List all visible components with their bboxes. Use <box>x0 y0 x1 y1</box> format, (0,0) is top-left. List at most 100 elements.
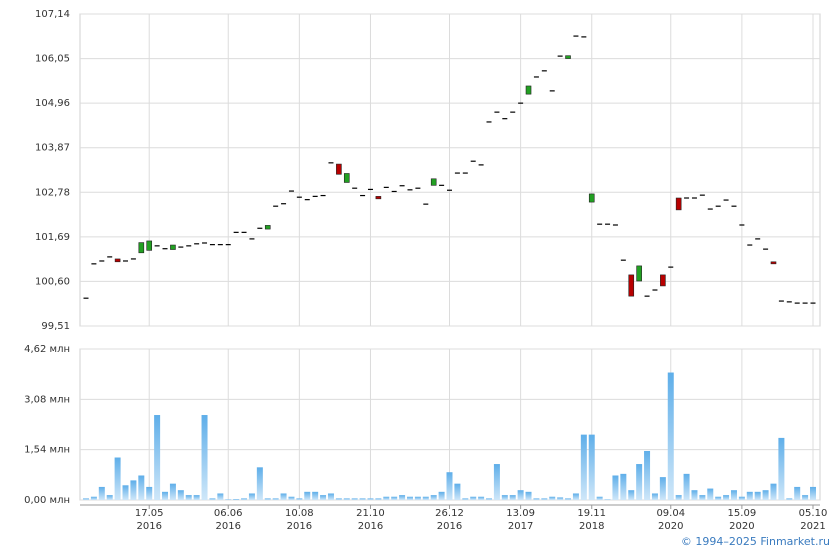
volume-bar <box>478 496 485 500</box>
volume-bar <box>699 495 706 500</box>
volume-bar <box>778 437 785 500</box>
volume-bar <box>596 496 603 500</box>
candle <box>770 261 777 265</box>
volume-bar <box>312 491 319 500</box>
y-tick-label: 106,05 <box>35 54 70 65</box>
volume-bar <box>114 457 121 500</box>
volume-bar <box>715 496 722 500</box>
volume-bar <box>288 496 295 500</box>
volume-bar <box>667 372 674 500</box>
volume-bar <box>604 499 611 500</box>
volume-bar <box>130 480 137 500</box>
volume-bar <box>794 486 801 500</box>
volume-bar <box>517 490 524 500</box>
volume-bar <box>565 498 572 500</box>
y-tick-label: 4,62 млн <box>24 344 70 355</box>
volume-bar <box>83 498 89 500</box>
volume-bar <box>620 473 627 500</box>
volume-bar <box>549 496 556 500</box>
volume-bar <box>414 496 421 500</box>
candle <box>375 196 382 200</box>
volume-bar <box>675 495 682 500</box>
x-tick-label: 26.12 2016 <box>435 508 464 532</box>
y-tick-label: 104,96 <box>35 98 70 109</box>
volume-bar <box>786 498 793 500</box>
x-tick-label: 17.05 2016 <box>135 508 164 532</box>
volume-bar <box>335 498 342 500</box>
volume-bar <box>122 485 129 500</box>
volume-bar <box>169 483 176 500</box>
volume-bar <box>636 464 643 500</box>
volume-bar <box>383 496 390 500</box>
volume-bar <box>651 493 658 500</box>
volume-bar <box>327 493 334 500</box>
volume-bar <box>541 498 548 500</box>
volume-bar <box>138 475 145 500</box>
candle <box>430 178 437 186</box>
volume-bar <box>399 495 406 500</box>
candle <box>628 274 635 297</box>
candle <box>114 258 121 263</box>
volume-bar <box>256 467 263 500</box>
volume-bar <box>162 491 169 500</box>
y-tick-label: 1,54 млн <box>24 445 70 456</box>
candle <box>636 265 642 282</box>
volume-bar <box>359 498 366 500</box>
volume-bar <box>770 483 777 500</box>
volume-bar <box>580 434 587 500</box>
volume-bar <box>462 498 469 500</box>
candle <box>588 193 595 203</box>
volume-bar <box>296 498 303 500</box>
volume-bar <box>438 491 445 500</box>
volume-bar <box>225 499 232 500</box>
candle <box>336 163 342 175</box>
volume-bar <box>612 475 619 500</box>
x-tick-label: 06.06 2016 <box>214 508 243 532</box>
volume-bar <box>209 498 216 500</box>
candle <box>565 55 571 59</box>
volume-bar <box>280 493 287 500</box>
footer: © 1994–2025 Finmarket.ru <box>681 535 830 548</box>
volume-bar <box>106 495 113 500</box>
candle <box>675 197 682 211</box>
volume-bar <box>454 483 461 500</box>
x-tick-label: 13.09 2017 <box>506 508 535 532</box>
volume-bar <box>723 495 730 500</box>
candle <box>525 85 532 95</box>
y-tick-label: 100,60 <box>35 276 70 287</box>
x-tick-label: 19.11 2018 <box>577 508 606 532</box>
y-tick-label: 103,87 <box>35 143 70 154</box>
y-tick-label: 101,69 <box>35 232 70 243</box>
volume-bar <box>304 491 311 500</box>
volume-bar <box>430 495 437 500</box>
y-tick-label: 107,14 <box>35 9 70 20</box>
volume-bar <box>367 498 374 500</box>
x-tick-label: 21.10 2016 <box>356 508 385 532</box>
x-tick-label: 10.08 2016 <box>285 508 314 532</box>
volume-bar <box>683 473 690 500</box>
volume-bar <box>177 490 184 500</box>
volume-bar <box>738 496 745 500</box>
volume-bar <box>446 472 453 500</box>
volume-bar <box>422 496 429 500</box>
x-tick-label: 05.10 2021 <box>799 508 828 532</box>
x-tick-label: 15.09 2020 <box>728 508 757 532</box>
x-tick-label: 09.04 2020 <box>656 508 685 532</box>
volume-bar <box>241 498 248 500</box>
volume-bar <box>98 486 105 500</box>
y-tick-label: 99,51 <box>41 321 70 332</box>
volume-bar <box>272 498 279 500</box>
volume-bar <box>201 415 208 500</box>
volume-bar <box>493 464 500 500</box>
volume-bar <box>707 488 714 500</box>
volume-bar <box>746 491 753 500</box>
volume-bar <box>320 495 327 500</box>
volume-bar <box>193 495 200 500</box>
volume-bar <box>509 495 516 500</box>
volume-bar <box>644 450 651 500</box>
volume-bar <box>406 496 413 500</box>
volume-bar <box>533 498 540 500</box>
candle <box>146 240 153 251</box>
volume-bar <box>691 490 698 500</box>
